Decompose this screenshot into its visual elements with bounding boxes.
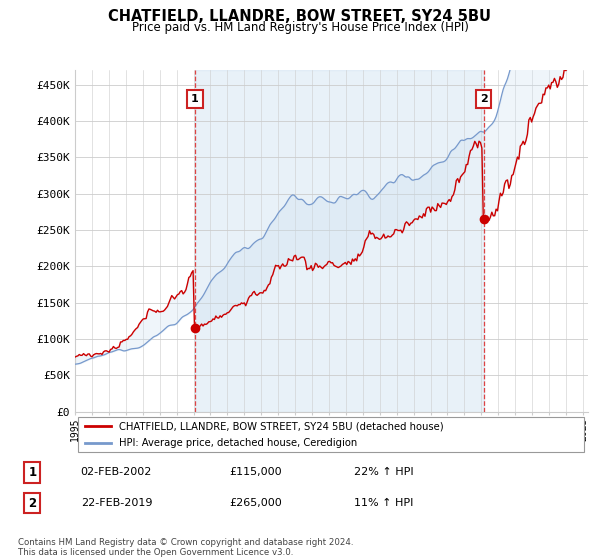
Text: Contains HM Land Registry data © Crown copyright and database right 2024.
This d: Contains HM Land Registry data © Crown c… [18,538,353,557]
Text: 02-FEB-2002: 02-FEB-2002 [80,468,152,478]
Text: HPI: Average price, detached house, Ceredigion: HPI: Average price, detached house, Cere… [119,438,357,449]
Text: CHATFIELD, LLANDRE, BOW STREET, SY24 5BU (detached house): CHATFIELD, LLANDRE, BOW STREET, SY24 5BU… [119,421,443,431]
Text: 1: 1 [28,466,37,479]
Bar [195,70,484,412]
Text: 22% ↑ HPI: 22% ↑ HPI [354,468,414,478]
Text: 2: 2 [28,497,37,510]
Text: Price paid vs. HM Land Registry's House Price Index (HPI): Price paid vs. HM Land Registry's House … [131,21,469,34]
Text: 2: 2 [479,94,487,104]
Text: £265,000: £265,000 [229,498,281,508]
Bar [484,70,600,412]
Text: 22-FEB-2019: 22-FEB-2019 [80,498,152,508]
Text: £115,000: £115,000 [229,468,281,478]
Text: 11% ↑ HPI: 11% ↑ HPI [354,498,413,508]
FancyBboxPatch shape [77,417,584,452]
Text: CHATFIELD, LLANDRE, BOW STREET, SY24 5BU: CHATFIELD, LLANDRE, BOW STREET, SY24 5BU [109,9,491,24]
Text: 1: 1 [191,94,199,104]
